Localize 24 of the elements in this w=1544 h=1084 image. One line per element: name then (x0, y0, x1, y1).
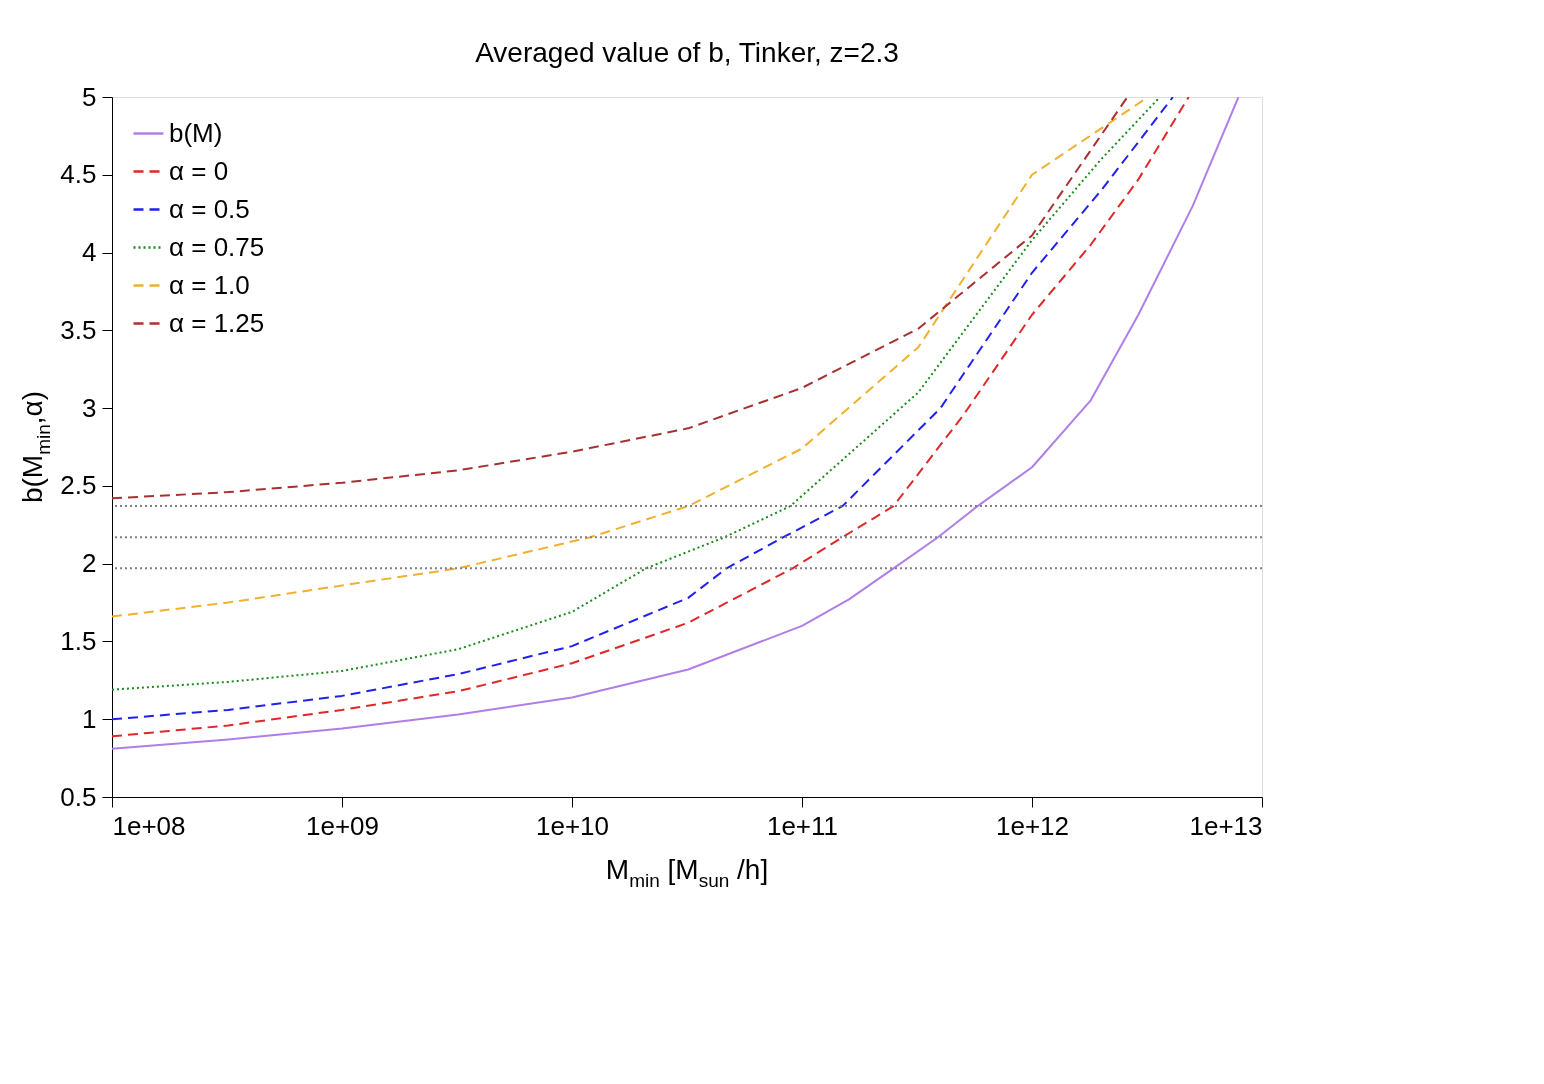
y-tick-label: 2.5 (60, 470, 97, 501)
x-tick-label: 1e+09 (305, 810, 380, 841)
x-tick-label: 1e+13 (1189, 810, 1263, 841)
y-tick-label: 4 (82, 237, 97, 268)
legend-label: α = 1.0 (169, 269, 250, 300)
y-tick-label: 1.5 (60, 625, 97, 656)
y-tick-label: 1 (82, 703, 97, 734)
x-tick-label: 1e+12 (995, 810, 1070, 841)
y-tick-label: 3.5 (60, 314, 97, 345)
y-tick-label: 2 (82, 548, 97, 579)
legend-label: α = 0 (169, 155, 229, 186)
y-tick-label: 4.5 (60, 159, 97, 190)
y-axis-title: b(Mmin,α) (17, 390, 54, 504)
legend-label: b(M) (169, 117, 223, 148)
y-tick-label: 5 (82, 81, 97, 112)
x-tick-label: 1e+11 (766, 810, 839, 841)
y-tick-label: 3 (82, 392, 97, 423)
x-tick-label: 1e+10 (535, 810, 610, 841)
legend-label: α = 1.25 (169, 307, 265, 338)
legend-label: α = 0.5 (169, 193, 250, 224)
legend-label: α = 0.75 (169, 231, 265, 262)
chart-title: Averaged value of b, Tinker, z=2.3 (475, 37, 899, 68)
x-tick-label: 1e+08 (112, 810, 186, 841)
y-tick-label: 0.5 (60, 781, 97, 812)
